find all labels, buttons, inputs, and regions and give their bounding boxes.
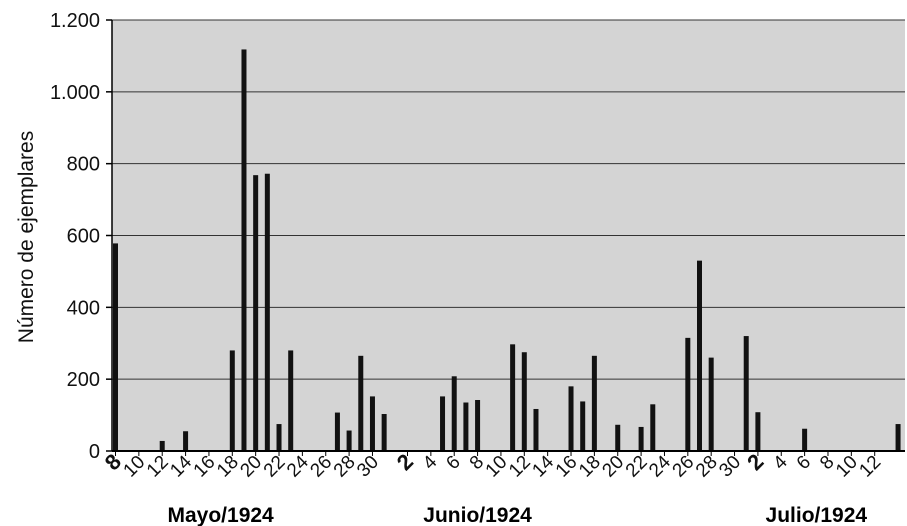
bar [440, 396, 446, 451]
bar [264, 173, 270, 451]
bar [580, 401, 586, 451]
bar [895, 424, 901, 451]
x-tick-label: 6 [442, 452, 464, 474]
bar [229, 350, 235, 451]
bar [346, 430, 352, 451]
bar [381, 414, 387, 451]
bar [183, 431, 189, 451]
bar [755, 412, 761, 451]
bar [743, 336, 749, 451]
y-tick-label: 0 [89, 441, 100, 463]
bar [451, 376, 457, 451]
bar [276, 424, 282, 451]
bar [510, 344, 516, 451]
bar [463, 402, 469, 451]
bar [591, 355, 597, 451]
x-tick-label: 30 [353, 452, 383, 482]
bar [568, 386, 574, 451]
bar [369, 396, 375, 451]
y-axis-label: Número de ejemplares [15, 131, 38, 343]
bar [288, 350, 294, 451]
x-tick-label: 6 [793, 452, 815, 474]
bar [358, 355, 364, 451]
bar [334, 412, 340, 451]
y-tick-label: 200 [67, 369, 100, 391]
bar [475, 399, 481, 451]
bar [159, 440, 165, 451]
bar [533, 408, 539, 451]
month-label: Mayo/1924 [168, 504, 275, 526]
bar [697, 260, 702, 451]
y-tick-label: 1.200 [50, 10, 100, 32]
y-tick-labels: 0 200 400 600 800 1.000 1.200 [50, 10, 112, 463]
y-tick-label: 400 [67, 297, 100, 319]
month-label: Junio/1924 [423, 504, 532, 526]
y-tick-label: 600 [67, 226, 100, 248]
x-tick-label: 30 [715, 452, 745, 482]
bar [253, 175, 259, 451]
bar [685, 337, 691, 451]
month-labels: Mayo/1924 Junio/1924 Julio/1924 [168, 504, 868, 526]
bar [615, 424, 621, 451]
x-tick-label: 8 [100, 449, 126, 475]
bar [241, 49, 247, 452]
bar [708, 357, 714, 451]
bar [650, 404, 656, 451]
y-tick-label: 800 [67, 154, 100, 176]
x-tick-label: 12 [855, 452, 885, 482]
x-tick-label: 2 [742, 449, 768, 475]
y-tick-label: 1.000 [50, 82, 100, 104]
bar [521, 352, 527, 451]
bars [113, 49, 901, 452]
bar [113, 243, 118, 451]
x-tick-label: 2 [392, 449, 418, 475]
bar [802, 428, 808, 451]
bar [638, 426, 644, 451]
month-label: Julio/1924 [766, 504, 868, 526]
